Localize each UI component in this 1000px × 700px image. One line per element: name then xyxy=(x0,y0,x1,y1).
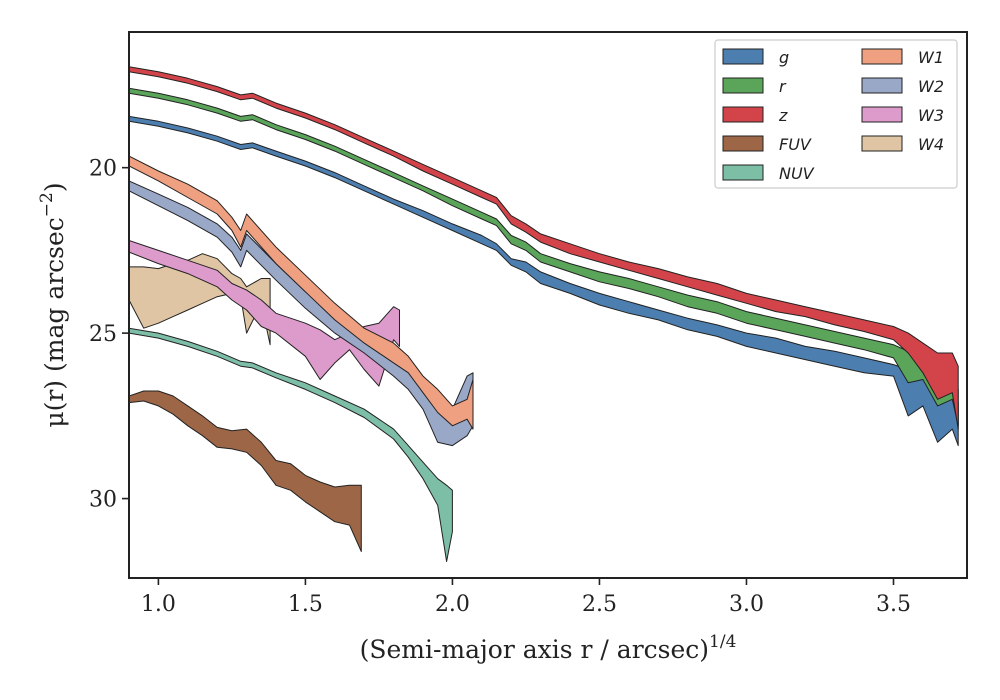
x-axis-ticks: 1.0 1.5 2.0 2.5 3.0 3.5 xyxy=(141,578,911,617)
x-tick-label: 3.5 xyxy=(876,592,911,617)
series-area-fuv xyxy=(129,390,362,552)
series-area-g xyxy=(129,115,959,447)
legend-swatch-w3 xyxy=(861,106,903,123)
legend-swatch-nuv xyxy=(722,164,764,181)
y-tick-label: 30 xyxy=(89,488,117,513)
legend-label-nuv: NUV xyxy=(779,164,815,183)
legend-label-w4: W4 xyxy=(918,135,944,154)
x-tick-label: 3.0 xyxy=(729,592,764,617)
series-areas xyxy=(129,66,959,562)
legend-swatch-w2 xyxy=(861,77,903,94)
x-axis-title: (Semi-major axis r / arcsec)1/4 xyxy=(360,632,737,664)
legend-swatch-fuv xyxy=(722,135,764,152)
legend-label-r: r xyxy=(779,77,787,96)
x-tick-label: 1.5 xyxy=(288,592,323,617)
x-tick-label: 2.5 xyxy=(582,592,617,617)
y-axis-title: μ(r) (mag arcsec−2) xyxy=(37,182,69,427)
series-area-w1 xyxy=(129,155,474,430)
legend-label-g: g xyxy=(779,48,789,67)
series-area-nuv xyxy=(129,327,453,562)
series-area-z xyxy=(129,66,959,430)
legend-label-w3: W3 xyxy=(918,106,944,125)
legend-label-z: z xyxy=(778,106,788,125)
legend-swatch-g xyxy=(722,48,764,65)
plot-frame xyxy=(128,31,968,579)
series-area-w3 xyxy=(129,240,400,387)
x-tick-label: 2.0 xyxy=(435,592,470,617)
legend-swatch-r xyxy=(722,77,764,94)
legend-swatch-w1 xyxy=(861,48,903,65)
legend-label-w2: W2 xyxy=(918,77,944,96)
legend-label-w1: W1 xyxy=(918,48,944,67)
y-tick-label: 20 xyxy=(89,157,117,182)
legend-label-fuv: FUV xyxy=(779,135,812,154)
x-tick-label: 1.0 xyxy=(141,592,176,617)
y-axis-ticks: 20 25 30 xyxy=(89,157,129,513)
legend-swatch-w4 xyxy=(861,135,903,152)
y-tick-label: 25 xyxy=(89,322,117,347)
legend-swatch-z xyxy=(722,106,764,123)
legend: grz FUV NUV W1 W2 W3 W4 xyxy=(714,39,958,189)
